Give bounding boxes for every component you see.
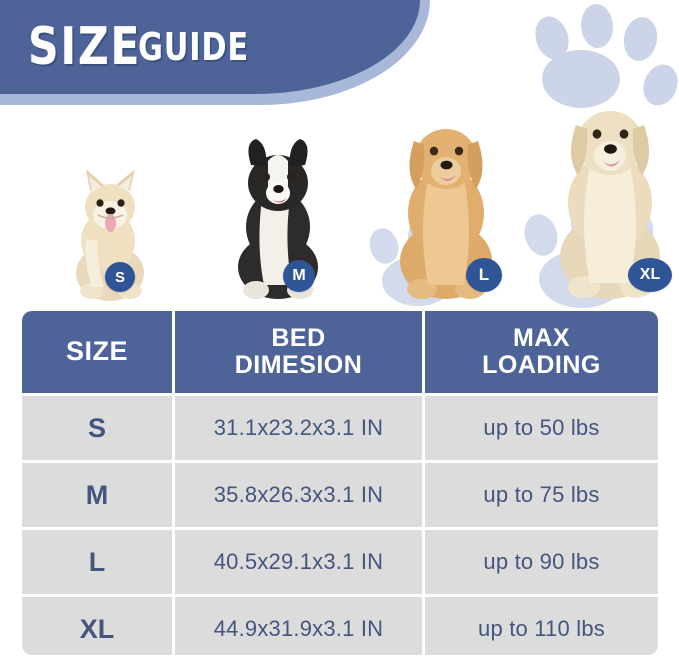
border-collie-illustration xyxy=(238,139,318,299)
table-row: XL 44.9x31.9x3.1 IN up to 110 lbs xyxy=(22,594,658,655)
paw-toe-icon xyxy=(579,2,615,50)
cell-size: XL xyxy=(22,597,172,655)
table-row: M 35.8x26.3x3.1 IN up to 75 lbs xyxy=(22,460,658,527)
page-title: SIZE GUIDE xyxy=(0,0,400,94)
paw-toe-icon xyxy=(620,14,661,64)
column-header-size: SIZE xyxy=(22,311,172,393)
cell-max-loading: up to 50 lbs xyxy=(422,396,658,460)
header-banner: SIZE GUIDE xyxy=(0,0,460,112)
dog-image-medium xyxy=(210,127,350,305)
cell-size: L xyxy=(22,530,172,594)
golden-retriever-illustration xyxy=(400,129,492,299)
cell-bed-dimension: 40.5x29.1x3.1 IN xyxy=(172,530,422,594)
column-header-max-loading-line2: LOADING xyxy=(482,351,601,379)
column-header-max-loading: MAX LOADING xyxy=(422,311,658,393)
column-header-bed-dimension-line2: DIMESION xyxy=(234,351,363,379)
title-word-guide: GUIDE xyxy=(138,25,249,69)
size-badge-s: S xyxy=(105,262,135,292)
size-guide-table: SIZE BED DIMESION MAX LOADING S 31.1x23.… xyxy=(22,311,658,655)
dog-image-large xyxy=(372,101,522,305)
table-header-row: SIZE BED DIMESION MAX LOADING xyxy=(22,311,658,393)
table-row: L 40.5x29.1x3.1 IN up to 90 lbs xyxy=(22,527,658,594)
cell-max-loading: up to 90 lbs xyxy=(422,530,658,594)
size-badge-l: L xyxy=(466,258,502,292)
dog-size-illustrations: S M L XL xyxy=(0,80,679,305)
cell-bed-dimension: 31.1x23.2x3.1 IN xyxy=(172,396,422,460)
cell-max-loading: up to 75 lbs xyxy=(422,463,658,527)
column-header-max-loading-line1: MAX xyxy=(512,324,571,352)
cell-size: S xyxy=(22,396,172,460)
title-word-size: SIZE xyxy=(28,17,142,77)
cell-size: M xyxy=(22,463,172,527)
cell-bed-dimension: 44.9x31.9x3.1 IN xyxy=(172,597,422,655)
paw-toe-icon xyxy=(529,12,575,64)
column-header-bed-dimension-line1: BED xyxy=(271,324,326,352)
cell-max-loading: up to 110 lbs xyxy=(422,597,658,655)
column-header-bed-dimension: BED DIMESION xyxy=(172,311,422,393)
table-row: S 31.1x23.2x3.1 IN up to 50 lbs xyxy=(22,393,658,460)
cell-bed-dimension: 35.8x26.3x3.1 IN xyxy=(172,463,422,527)
size-badge-xl: XL xyxy=(628,258,672,292)
size-badge-m: M xyxy=(283,260,315,292)
